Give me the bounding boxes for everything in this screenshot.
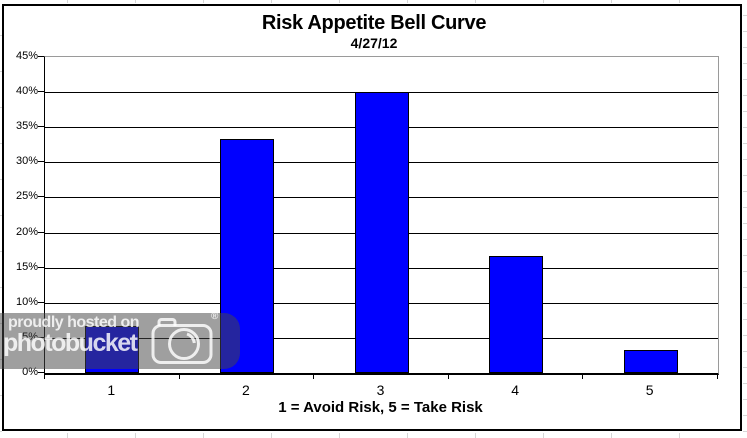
- x-axis-tick: [447, 374, 449, 379]
- y-axis-label-45pct: 45%: [15, 50, 38, 62]
- y-axis-label-30pct: 30%: [15, 155, 38, 168]
- y-axis-label-0pct: 0%: [22, 366, 38, 378]
- bar-category-4: [489, 255, 544, 373]
- worksheet-gridlines-bottom: [0, 433, 747, 438]
- y-axis-label-20pct: 20%: [15, 225, 38, 238]
- x-axis-label-2: 2: [241, 382, 250, 398]
- x-axis-label-5: 5: [645, 382, 654, 398]
- y-axis-label-15pct: 15%: [15, 260, 38, 273]
- y-axis-tick: [38, 196, 44, 198]
- y-axis-tick: [38, 56, 44, 57]
- y-axis-tick: [38, 301, 44, 303]
- bar-category-1: [85, 325, 140, 373]
- bar-category-2: [219, 139, 274, 373]
- y-axis-tick: [38, 231, 44, 233]
- x-axis-tick: [717, 374, 718, 379]
- chart-subtitle: 4/27/12: [350, 35, 398, 51]
- y-axis-tick: [38, 266, 44, 268]
- y-axis-label-5pct: 5%: [22, 330, 38, 343]
- worksheet-gridlines-right: [743, 0, 747, 438]
- y-axis-label-35pct: 35%: [15, 120, 38, 133]
- x-axis-label-1: 1: [107, 382, 116, 398]
- bar-category-5: [623, 349, 678, 373]
- x-axis-tick: [582, 374, 584, 379]
- y-axis-label-10pct: 10%: [15, 295, 38, 308]
- plot-area: [44, 56, 719, 375]
- y-axis-tick: [38, 161, 44, 163]
- x-axis-tick: [44, 374, 45, 379]
- y-axis-tick: [38, 372, 44, 373]
- x-axis-label-4: 4: [511, 382, 519, 398]
- y-axis-tick: [38, 91, 44, 93]
- y-axis-label-40pct: 40%: [15, 85, 38, 98]
- x-axis-tick: [313, 374, 315, 379]
- x-axis-label-3: 3: [376, 382, 385, 398]
- x-axis-title: 1 = Avoid Risk, 5 = Take Risk: [278, 399, 483, 416]
- bar-category-3: [354, 92, 409, 373]
- y-axis-label-25pct: 25%: [15, 190, 38, 203]
- worksheet-gridlines-top: [0, 0, 747, 3]
- y-axis-tick: [38, 126, 44, 128]
- y-axis-tick: [38, 336, 44, 338]
- chart-title: Risk Appetite Bell Curve: [261, 12, 487, 34]
- x-axis-tick: [178, 374, 180, 379]
